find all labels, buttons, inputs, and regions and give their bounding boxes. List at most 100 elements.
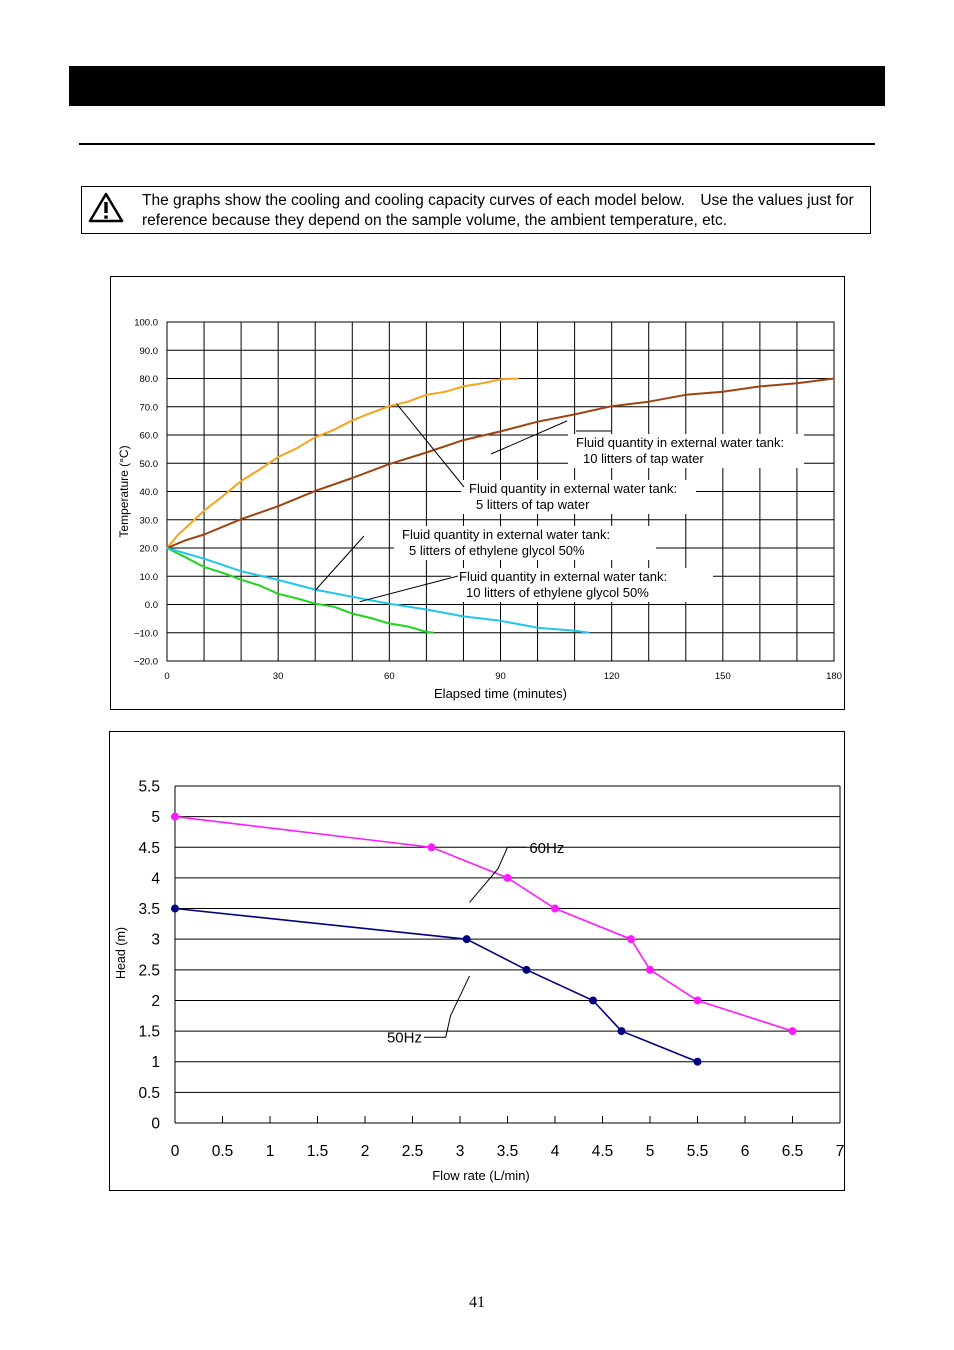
annotation-backdrop: [394, 526, 656, 560]
annotation-backdrop: [568, 434, 804, 468]
pump-capacity-chart: 0 0.5 1 1.5 2 2.5 3 3.5 4 4.5 5 5.5 6 6.5 7 5.5 5 4.5 4 3.5…: [114, 779, 844, 1184]
series-60hz-point: [627, 935, 635, 944]
pump-capacity-chart-frame: 0 0.5 1 1.5 2 2.5 3 3.5 4 4.5 5 5.5 6 6.5 7 5.5 5 4.5 4 3.5…: [109, 731, 845, 1191]
chart1-y-tick-label: 30.0: [140, 515, 159, 526]
chart2-y-tick-label: 3: [151, 932, 160, 949]
chart1-plot-area: 100.0 90.0 80.0 70.0 60.0 50.0 40.0 30.0 20.0 10.…: [117, 318, 842, 702]
annotation-label-line1: Fluid quantity in external water tank:: [459, 569, 667, 584]
annotation-label-line2: 10 litters of ethylene glycol 50%: [466, 585, 649, 600]
chart1-y-tick-label: 50.0: [140, 459, 159, 470]
chart2-y-tick-label: 4.5: [138, 840, 160, 857]
chart2-x-tick-label: 6.5: [782, 1143, 804, 1160]
chart1-y-tick-label: 40.0: [140, 487, 159, 498]
chart2-plot-area: 0 0.5 1 1.5 2 2.5 3 3.5 4 4.5 5 5.5 6 6.5 7 5.5 5 4.5 4 3.5…: [114, 779, 844, 1184]
chart1-x-axis-label: Elapsed time (minutes): [434, 686, 567, 701]
series-50hz-point: [693, 1057, 702, 1066]
chart2-x-tick-label: 2: [361, 1143, 370, 1160]
chart2-x-tick-label: 3: [456, 1143, 465, 1160]
chart2-x-tick-label: 1.5: [307, 1143, 329, 1160]
chart2-x-tick-label: 5.5: [687, 1143, 709, 1160]
section-header-bar: [69, 66, 885, 106]
series-5l-tap-water-line: [166, 377, 520, 549]
series-60hz-point: [551, 904, 559, 913]
chart1-y-tick-label: 100.0: [134, 318, 158, 329]
chart1-y-tick-label: 10.0: [140, 572, 159, 583]
annotation-leader-line: [359, 575, 459, 603]
chart2-x-tick-label: 0.5: [212, 1143, 234, 1160]
series-50hz-point: [522, 965, 531, 974]
chart2-y-tick-label: 3.5: [138, 901, 160, 918]
chart2-y-tick-label: 2: [151, 993, 160, 1010]
series-10l-glycol-line: [166, 547, 590, 634]
chart2-x-tick-label: 2.5: [402, 1143, 424, 1160]
chart2-x-tick-label: 0: [171, 1143, 180, 1160]
chart1-y-tick-label: −10.0: [134, 628, 158, 639]
chart1-x-tick-label: 30: [273, 671, 284, 682]
chart2-y-tick-label: 1.5: [138, 1024, 160, 1041]
chart1-y-tick-label: 80.0: [140, 374, 159, 385]
chart2-x-tick-label: 4.5: [592, 1143, 614, 1160]
chart1-x-tick-label: 90: [495, 671, 506, 682]
chart2-x-tick-label: 7: [836, 1143, 845, 1160]
annotation-backdrop: [461, 480, 696, 514]
series-5l-glycol-line: [166, 547, 434, 634]
chart1-y-tick-label: 70.0: [140, 402, 159, 413]
caution-box: The graphs show the cooling and cooling …: [81, 186, 871, 234]
series-10l-tap-water-line: [166, 377, 835, 549]
annotation-leader-line: [314, 535, 365, 591]
cooling-curve-chart: 100.0 90.0 80.0 70.0 60.0 50.0 40.0 30.0 20.0 10.…: [117, 318, 842, 702]
chart1-y-tick-label: 0.0: [145, 600, 158, 611]
caution-text: The graphs show the cooling and cooling …: [142, 192, 854, 229]
chart1-plot-border: [166, 321, 835, 662]
annotation-label-line1: Fluid quantity in external water tank:: [576, 435, 784, 450]
annotation-label-line2: 5 litters of ethylene glycol 50%: [409, 543, 585, 558]
chart2-y-tick-label: 4: [151, 870, 160, 887]
annotation-label-line2: 5 litters of tap water: [476, 497, 590, 512]
series-60hz-point: [788, 1027, 797, 1036]
chart2-y-tick-label: 5: [151, 809, 160, 826]
annotation-leader-line: [396, 403, 465, 488]
series-50hz-point: [617, 1027, 626, 1036]
series-60hz-point: [171, 812, 179, 821]
label-60hz: 60Hz: [529, 840, 564, 857]
chart2-x-tick-label: 4: [551, 1143, 560, 1160]
series-50hz-point: [171, 904, 179, 913]
chart2-y-tick-label: 0.5: [138, 1085, 160, 1102]
page-number: 41: [469, 1294, 485, 1311]
label-50hz: 50Hz: [387, 1030, 422, 1047]
label-50hz-leader-line: [423, 975, 470, 1038]
series-60hz-point: [427, 843, 436, 852]
chart2-y-tick-label: 2.5: [138, 962, 160, 979]
chart1-x-tick-label: 120: [604, 671, 620, 682]
chart2-x-axis-label: Flow rate (L/min): [432, 1168, 530, 1183]
series-60hz-point: [693, 996, 702, 1005]
annotation-label-line1: Fluid quantity in external water tank:: [402, 527, 610, 542]
series-60hz-point: [646, 965, 654, 974]
chart1-y-axis-label: Temperature (°C): [117, 445, 131, 537]
series-60hz-point: [503, 873, 512, 882]
chart2-x-tick-label: 1: [266, 1143, 275, 1160]
chart1-x-tick-label: 60: [384, 671, 395, 682]
chart1-y-tick-label: −20.0: [134, 657, 158, 668]
chart2-y-axis-label: Head (m): [114, 927, 128, 979]
chart2-y-tick-label: 5.5: [138, 779, 160, 796]
chart2-x-tick-label: 6: [741, 1143, 750, 1160]
series-60hz-line: [174, 815, 793, 1032]
chart1-y-tick-label: 60.0: [140, 431, 159, 442]
chart1-y-tick-label: 20.0: [140, 544, 159, 555]
chart2-x-tick-label: 3.5: [497, 1143, 519, 1160]
chart2-x-tick-label: 5: [646, 1143, 655, 1160]
warning-icon: [88, 192, 124, 223]
chart1-x-tick-label: 0: [164, 671, 169, 682]
chart1-y-tick-label: 90.0: [140, 346, 159, 357]
annotation-label-line1: Fluid quantity in external water tank:: [469, 481, 677, 496]
annotation-backdrop: [451, 568, 713, 602]
chart2-y-tick-label: 0: [151, 1116, 160, 1133]
cooling-curve-chart-frame: 100.0 90.0 80.0 70.0 60.0 50.0 40.0 30.0 20.0 10.…: [110, 276, 845, 710]
series-50hz-point: [462, 935, 471, 944]
section-divider: [79, 143, 875, 145]
series-50hz-line: [174, 907, 698, 1063]
chart1-x-tick-label: 150: [715, 671, 731, 682]
annotation-label-line2: 10 litters of tap water: [583, 451, 704, 466]
chart1-x-tick-label: 180: [826, 671, 842, 682]
